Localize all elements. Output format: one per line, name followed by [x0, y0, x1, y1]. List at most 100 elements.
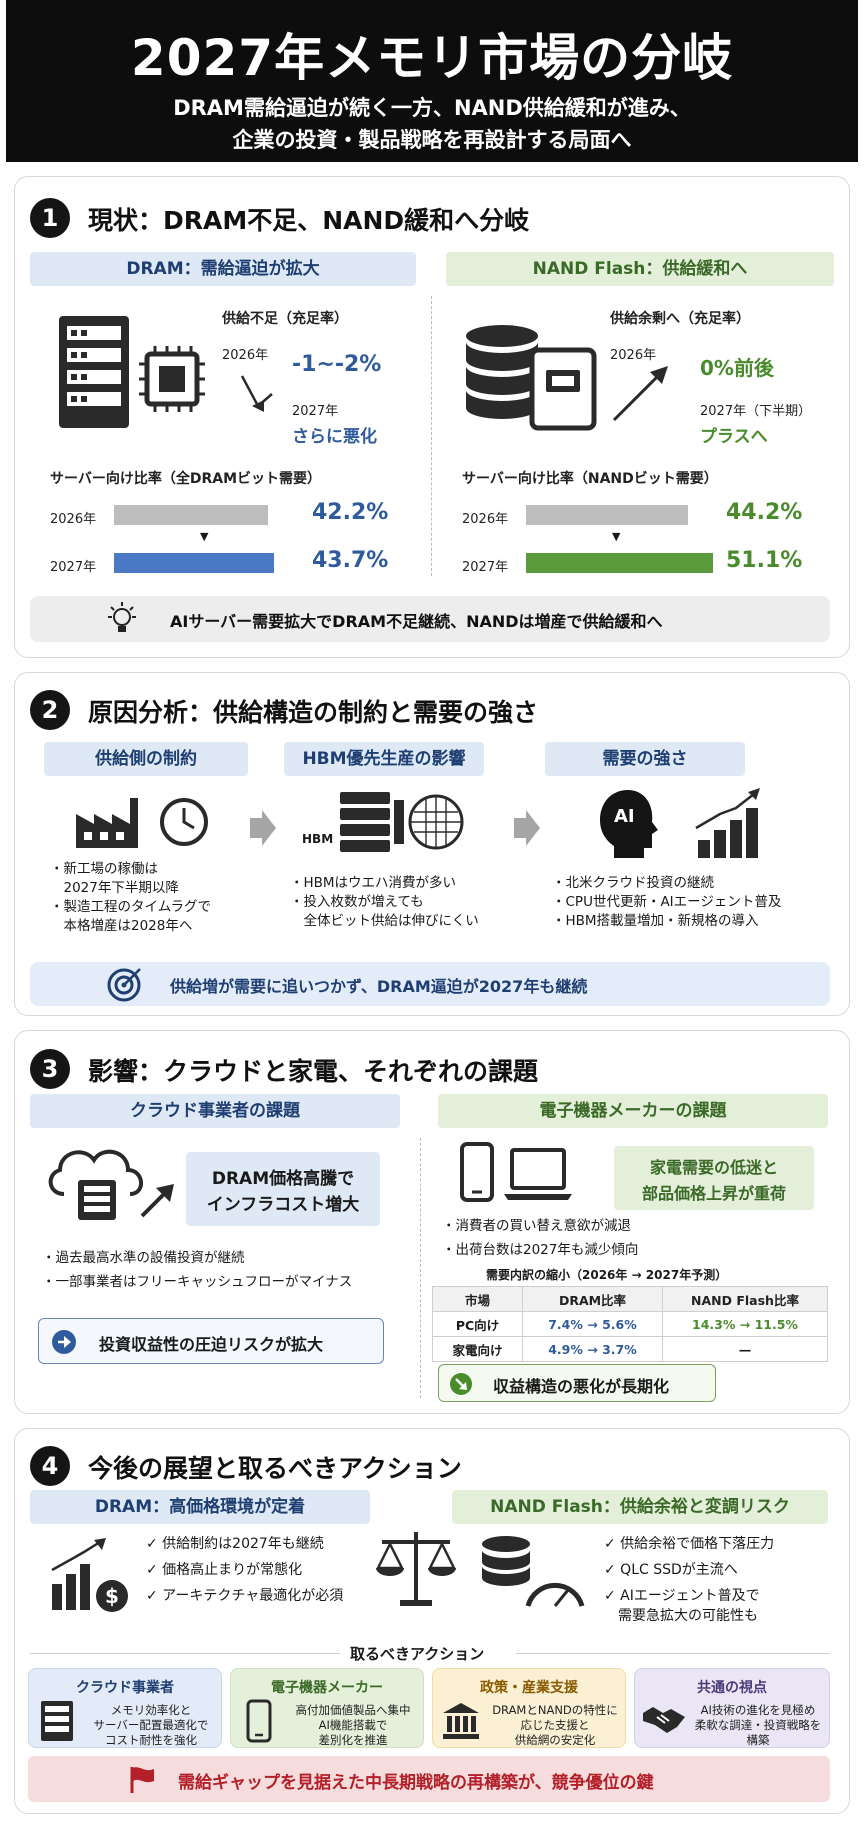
action-card-common: 共通の視点 AI技術の進化を見極め 柔軟な調達・投資戦略を 構築 [634, 1668, 830, 1748]
actions-label: 取るべきアクション [350, 1645, 485, 1663]
table-cell-nand: 14.3% → 11.5% [662, 1311, 828, 1337]
table-header-dram: DRAM比率 [522, 1286, 663, 1312]
supply-constraint-band: 供給側の制約 [44, 742, 248, 776]
nand-ratio-arrow-icon: ▼ [612, 530, 621, 543]
action-card-maker-title: 電子機器メーカー [271, 1680, 383, 1696]
dram-ratio-bar-2026 [114, 505, 268, 525]
maker-callout-line2: 部品価格上昇が重荷 [641, 1184, 786, 1203]
nand-supply-label: 供給余剰へ（充足率） [610, 311, 750, 327]
down-arrow-icon [240, 375, 273, 412]
action-card-maker-body: 高付加価値製品へ集中 AI機能搭載で 差別化を推進 [289, 1703, 417, 1748]
section-1-divider [431, 296, 432, 576]
nand-year-2026: 2026年 [610, 348, 657, 363]
dram-ratio-year-2027: 2027年 [50, 560, 97, 575]
dram-ratio-value-2027: 43.7% [312, 548, 389, 573]
hbm-bullet-2: ・投入枚数が増えても [290, 894, 424, 910]
lightbulb-icon [108, 602, 136, 632]
nand-year-2027: 2027年（下半期） [700, 404, 812, 419]
cloud-risk-box: 投資収益性の圧迫リスクが拡大 [38, 1318, 384, 1364]
nand-server-ratio-label: サーバー向け比率（NANDビット需要） [462, 471, 718, 487]
section-1-summary: AIサーバー需要拡大でDRAM不足継続、NANDは増産で供給緩和へ [30, 596, 830, 642]
table-header-market: 市場 [432, 1286, 523, 1312]
table-row: 家電向け 4.9% → 3.7% — [432, 1336, 828, 1362]
supply-bullet-1: ・新工場の稼働は [50, 861, 158, 877]
action-card-cloud: クラウド事業者 メモリ効率化と サーバー配置最適化で コスト耐性を強化 [28, 1668, 222, 1748]
dram-ratio-value-2026: 42.2% [312, 500, 389, 525]
dram-outlook-band: DRAM：高価格環境が定着 [30, 1490, 370, 1524]
ai-growth-icon [600, 788, 760, 858]
nand-outlook-check-2: ✓ QLC SSDが主流へ [604, 1562, 738, 1578]
demand-breakdown-table: 市場 DRAM比率 NAND Flash比率 PC向け 7.4% → 5.6% … [432, 1286, 828, 1362]
action-card-cloud-body: メモリ効率化と サーバー配置最適化で コスト耐性を強化 [87, 1703, 215, 1748]
maker-risk-box: 収益構造の悪化が長期化 [438, 1364, 716, 1402]
section-4-title: 今後の展望と取るべきアクション [88, 1454, 462, 1483]
action-card-common-title: 共通の視点 [697, 1680, 767, 1696]
smartphone-icon [246, 1699, 272, 1743]
nand-ratio-year-2027: 2027年 [462, 560, 509, 575]
server-chip-icon [59, 316, 205, 428]
page-subtitle-line2: 企業の投資・製品戦略を再設計する局面へ [232, 128, 632, 152]
arrow-down-right-icon [450, 1373, 472, 1395]
cloud-callout: DRAM価格高騰で インフラコスト増大 [186, 1152, 380, 1226]
up-arrow-icon [612, 366, 668, 422]
flag-icon [130, 1767, 154, 1793]
nand-outlook-check-3: ✓ AIエージェント普及で [604, 1588, 760, 1604]
action-card-cloud-line-2: サーバー配置最適化で [93, 1718, 209, 1732]
action-card-maker-line-2: AI機能搭載で [318, 1718, 388, 1732]
nand-outlook-check-1: ✓ 供給余裕で価格下落圧力 [604, 1536, 775, 1552]
cloud-bullet-2: ・一部事業者はフリーキャッシュフローがマイナス [42, 1274, 353, 1290]
cloud-bullets: ・過去最高水準の設備投資が継続 ・一部事業者はフリーキャッシュフローがマイナス [42, 1246, 352, 1294]
dram-outlook-check-1: ✓ 供給制約は2027年も継続 [146, 1536, 324, 1552]
svg-text:$: $ [105, 1584, 119, 1608]
phone-laptop-icon [460, 1142, 572, 1202]
action-card-policy-body: DRAMとNANDの特性に 応じた支援と 供給網の安定化 [491, 1703, 619, 1748]
hbm-bullet-1: ・HBMはウエハ消費が多い [290, 875, 457, 891]
nand-ratio-value-2027: 51.1% [726, 548, 803, 573]
hbm-priority-band: HBM優先生産の影響 [284, 742, 484, 776]
actions-rule-left [30, 1653, 340, 1654]
header: 2027年メモリ市場の分岐 DRAM需給逼迫が続く一方、NAND供給緩和が進み、… [6, 0, 858, 162]
action-card-policy-title: 政策・産業支援 [480, 1680, 578, 1696]
demand-bullet-1: ・北米クラウド投資の継続 [552, 875, 714, 891]
scale-storage-gauge-icon [376, 1532, 585, 1607]
final-message-text: 需給ギャップを見据えた中長期戦略の再構築が、競争優位の鍵 [178, 1773, 654, 1793]
table-row: PC向け 7.4% → 5.6% 14.3% → 11.5% [432, 1311, 828, 1337]
demand-bullet-2: ・CPU世代更新・AIエージェント普及 [552, 894, 782, 910]
nand-outlook-band: NAND Flash：供給余裕と変調リスク [452, 1490, 828, 1524]
table-cell-market: 家電向け [432, 1336, 523, 1362]
dram-year-2026: 2026年 [222, 348, 269, 363]
page-title: 2027年メモリ市場の分岐 [130, 29, 734, 87]
action-card-maker-line-3: 差別化を推進 [318, 1733, 388, 1747]
table-header-row: 市場 DRAM比率 NAND Flash比率 [432, 1286, 828, 1312]
section-2-panel [14, 672, 850, 1016]
nand-outlook-check-3b: 需要急拡大の可能性も [604, 1608, 758, 1624]
section-1-title: 現状：DRAM不足、NAND緩和へ分岐 [88, 206, 530, 235]
cloud-server-icon [48, 1149, 174, 1220]
table-cell-market: PC向け [432, 1311, 523, 1337]
table-header-nand: NAND Flash比率 [662, 1286, 828, 1312]
handshake-icon [643, 1707, 685, 1733]
storage-ssd-icon [466, 325, 597, 431]
table-cell-dram: 4.9% → 3.7% [522, 1336, 663, 1362]
demand-table-title: 需要内訳の縮小（2026年 → 2027年予測） [486, 1268, 728, 1282]
section-3-number: 3 [30, 1049, 70, 1089]
action-card-common-line-2: 柔軟な調達・投資戦略を [694, 1718, 822, 1732]
action-card-policy-line-2: 応じた支援と [520, 1718, 590, 1732]
page-subtitle-line1: DRAM需給逼迫が続く一方、NAND供給緩和が進み、 [173, 96, 691, 120]
section-4-number: 4 [30, 1446, 70, 1486]
nand-ratio-bar-2027 [526, 553, 713, 573]
cloud-bullet-1: ・過去最高水準の設備投資が継続 [42, 1250, 245, 1266]
section-2-title: 原因分析：供給構造の制約と需要の強さ [88, 698, 539, 727]
factory-clock-icon [76, 798, 208, 848]
action-card-maker: 電子機器メーカー 高付加価値製品へ集中 AI機能搭載で 差別化を推進 [230, 1668, 424, 1748]
dram-ratio-arrow-icon: ▼ [200, 530, 209, 543]
chart-dollar-icon: $ [51, 1538, 128, 1612]
nand-ratio-bar-2026 [526, 505, 688, 525]
final-message-band: 需給ギャップを見据えた中長期戦略の再構築が、競争優位の鍵 [28, 1756, 830, 1802]
nand-status-band: NAND Flash：供給緩和へ [446, 252, 834, 286]
dram-status-band: DRAM：需給逼迫が拡大 [30, 252, 416, 286]
section-2-summary-text: 供給増が需要に追いつかず、DRAM逼迫が2027年も継続 [170, 977, 588, 996]
supply-bullets: ・新工場の稼働は 2027年下半期以降 ・製造工程のタイムラグで 本格増産は20… [50, 860, 211, 936]
dram-year-2027: 2027年 [292, 404, 339, 419]
supply-bullet-2: ・製造工程のタイムラグで [50, 899, 212, 915]
